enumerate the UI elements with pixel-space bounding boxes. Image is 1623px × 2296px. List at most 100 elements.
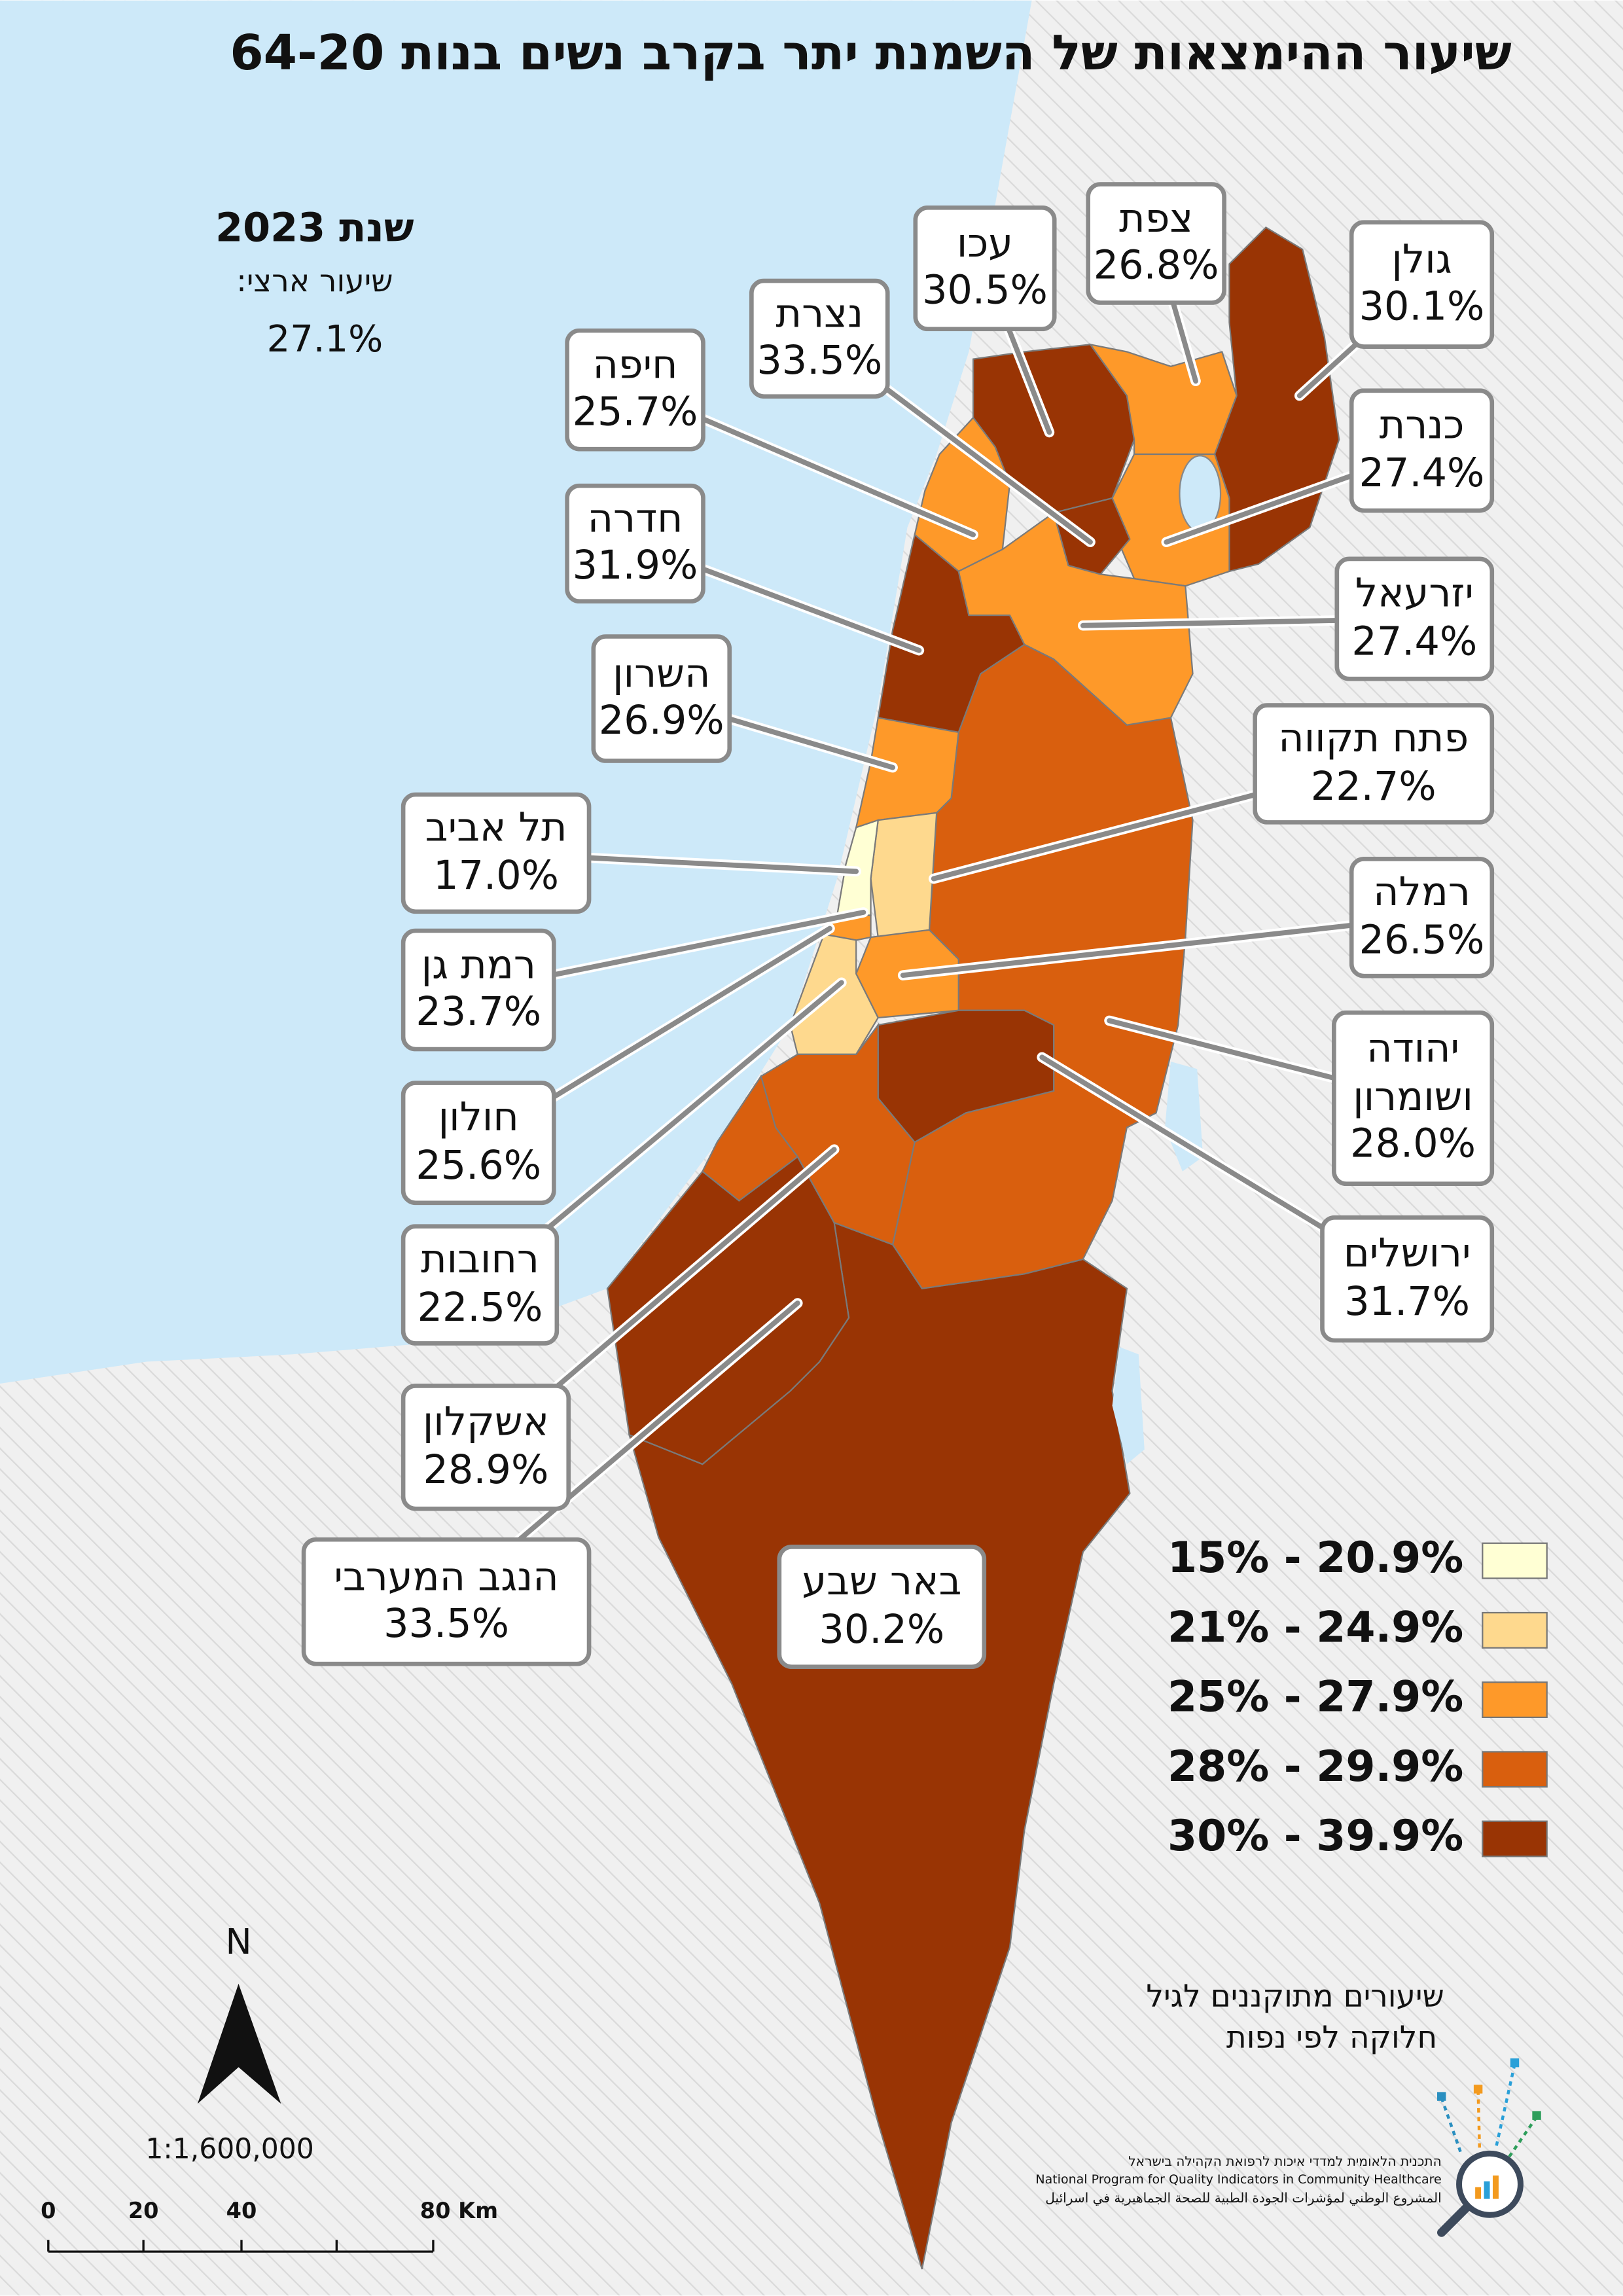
label-box: רמת גן 23.7% <box>401 928 556 1052</box>
legend-label: 28% - 29.9% <box>1168 1742 1463 1791</box>
region-name: חדרה <box>587 495 683 542</box>
region-rate: 28.9% <box>423 1447 549 1493</box>
legend-swatch <box>1482 1681 1548 1719</box>
label-box: יהודה ושומרון 28.0% <box>1331 1010 1495 1187</box>
label-box: תל אביב 17.0% <box>401 792 592 914</box>
region-rate: 22.7% <box>1310 763 1436 810</box>
legend-swatch <box>1482 1751 1548 1788</box>
label-box: פתח תקווה 22.7% <box>1253 703 1495 825</box>
region-name: ירושלים <box>1343 1231 1471 1278</box>
national-label: שיעור ארצי: <box>236 263 393 299</box>
legend-label: 30% - 39.9% <box>1168 1812 1463 1861</box>
region-rate: 25.7% <box>572 389 698 435</box>
region-rate: 22.5% <box>417 1285 543 1331</box>
note: שיעורים מתוקננים לגיל <box>1146 1979 1444 2015</box>
region-rate: 23.7% <box>416 990 542 1035</box>
label-box: רמלה 26.5% <box>1349 856 1495 978</box>
title: שיעור ההימצאות של השמנת יתר בקרב נשים בנ… <box>230 26 1512 81</box>
region-name: יהודה ושומרון <box>1353 1027 1473 1121</box>
region <box>870 812 938 939</box>
year: שנת 2023 <box>215 205 414 251</box>
region-rate: 25.6% <box>416 1143 542 1189</box>
dead-sea-south <box>1112 1347 1145 1465</box>
region-rate: 30.5% <box>922 268 1048 314</box>
region-name: צפת <box>1119 196 1194 242</box>
region-rate: 30.2% <box>819 1607 945 1653</box>
region-name: אשקלון <box>422 1399 550 1446</box>
region-name: חיפה <box>592 342 678 388</box>
region <box>1052 497 1131 575</box>
region-name: רמלה <box>1373 870 1471 916</box>
label-box: השרון 26.9% <box>591 634 732 763</box>
region <box>1213 226 1340 573</box>
region-name: רמת גן <box>421 942 536 988</box>
logo-text: National Program for Quality Indicators … <box>1035 2172 1441 2187</box>
pointer <box>900 914 1425 978</box>
region-rate: 30.1% <box>1359 284 1485 330</box>
region-name: תל אביב <box>425 805 567 852</box>
legend-swatch <box>1482 1820 1548 1857</box>
label-box: כנרת 27.4% <box>1349 388 1495 513</box>
region-rate: 17.0% <box>433 853 560 899</box>
region-rate: 31.9% <box>572 543 698 589</box>
region-rate: 31.7% <box>1344 1279 1471 1325</box>
legend-swatch <box>1482 1542 1548 1579</box>
region-name: גולן <box>1391 237 1452 283</box>
scale-label: 0 <box>41 2198 56 2223</box>
north-label: N <box>225 1921 251 1962</box>
region-name: נצרת <box>776 291 864 337</box>
region-rate: 33.5% <box>383 1602 509 1647</box>
region-rate: 27.4% <box>1359 450 1485 496</box>
region-name: הנגב המערבי <box>334 1554 559 1600</box>
scale-label: 80 Km <box>420 2198 498 2223</box>
region-name: עכו <box>956 221 1014 266</box>
region-rate: 26.9% <box>598 698 724 744</box>
legend-label: 21% - 24.9% <box>1168 1603 1463 1652</box>
label-box: רחובות 22.5% <box>401 1224 560 1346</box>
region <box>701 1074 799 1202</box>
label-box: צפת 26.8% <box>1086 182 1226 305</box>
logo-text: התכנית הלאומית למדדי איכות לרפואת הקהילה… <box>1128 2153 1441 2169</box>
region-name: רחובות <box>420 1237 540 1283</box>
legend-label: 25% - 27.9% <box>1168 1673 1463 1722</box>
region-rate: 27.4% <box>1351 619 1478 664</box>
region-name: באר שבע <box>802 1559 962 1605</box>
region-name: השרון <box>613 651 711 697</box>
scale-bar <box>47 2240 435 2253</box>
region-name: פתח תקווה <box>1278 716 1469 762</box>
legend-label: 15% - 20.9% <box>1168 1534 1463 1583</box>
region-name: יזרעאל <box>1355 571 1474 617</box>
region-name: כנרת <box>1379 403 1465 449</box>
note: חלוקה לפי נפות <box>1226 2019 1437 2055</box>
region-rate: 33.5% <box>757 338 883 384</box>
scale-label: 40 <box>226 2198 257 2223</box>
logo-icon <box>1436 2058 1541 2237</box>
scale-label: 20 <box>128 2198 159 2223</box>
label-box: עכו 30.5% <box>913 205 1057 332</box>
legend: 15% - 20.9% 21% - 24.9% 25% - 27.9% 28% - 2… <box>1168 1534 1548 1861</box>
label-box: חיפה 25.7% <box>565 328 705 452</box>
label-box: חדרה 31.9% <box>565 483 705 604</box>
north-arrow <box>197 1983 281 2104</box>
label-box: חולון 25.6% <box>401 1081 556 1206</box>
label-box: הנגב המערבי 33.5% <box>301 1537 592 1666</box>
label-box: אשקלון 28.9% <box>401 1384 571 1511</box>
label-box: ירושלים 31.7% <box>1320 1215 1495 1343</box>
